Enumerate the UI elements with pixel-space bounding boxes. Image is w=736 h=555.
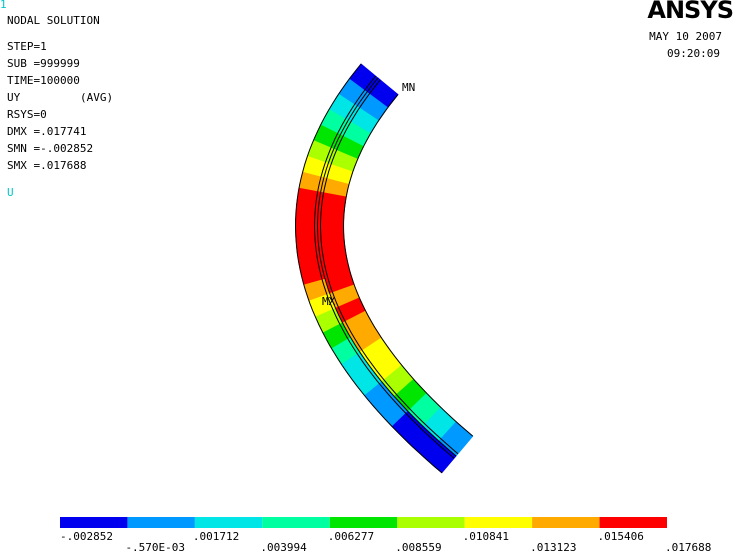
stat-line: SMX =.017688: [7, 159, 86, 172]
time: 09:20:09: [667, 47, 720, 60]
legend-swatch: [532, 517, 600, 528]
beam-edge: [294, 63, 443, 474]
legend-label: .015406: [598, 530, 644, 543]
date: MAY 10 2007: [649, 30, 722, 43]
legend-label: .003994: [260, 541, 307, 554]
legend-swatch: [194, 517, 263, 528]
info-line: TIME=100000: [7, 74, 80, 87]
legend-swatch: [329, 517, 398, 528]
legend-label: .006277: [328, 530, 374, 543]
legend-swatch: [599, 517, 667, 528]
beam-edge: [316, 77, 457, 457]
quantity: UY: [7, 91, 21, 104]
info-line: STEP=1: [7, 40, 47, 53]
legend-swatch: [397, 517, 465, 528]
legend-label: -.002852: [60, 530, 113, 543]
legend-label: .001712: [193, 530, 239, 543]
legend-label: .010841: [463, 530, 509, 543]
legend: -.002852 -.570E-03 .001712 .003994 .006277 .0…: [60, 517, 711, 554]
legend-swatch: [464, 517, 533, 528]
info-line: SUB =999999: [7, 57, 80, 70]
beam-edge: [313, 75, 455, 459]
legend-swatch: [60, 517, 128, 528]
symbol: U: [7, 186, 14, 199]
beam-edge: [342, 94, 474, 437]
legend-label: -.570E-03: [125, 541, 185, 554]
stat-line: SMN =-.002852: [7, 142, 93, 155]
max-marker: MX: [322, 295, 336, 308]
legend-label: .013123: [530, 541, 576, 554]
legend-swatch: [127, 517, 195, 528]
plot-title: NODAL SOLUTION: [7, 14, 100, 27]
window-marker: 1: [0, 0, 7, 11]
averaging: (AVG): [80, 91, 113, 104]
beam-model: [294, 63, 474, 474]
legend-label: .017688: [665, 541, 711, 554]
ansys-logo: ANSYS: [647, 0, 733, 24]
beam-edge: [319, 79, 459, 455]
stat-line: DMX =.017741: [7, 125, 86, 138]
min-marker: MN: [402, 81, 415, 94]
legend-label: .008559: [395, 541, 441, 554]
legend-swatch: [262, 517, 330, 528]
beam-segment: [317, 220, 345, 236]
stat-line: RSYS=0: [7, 108, 47, 121]
